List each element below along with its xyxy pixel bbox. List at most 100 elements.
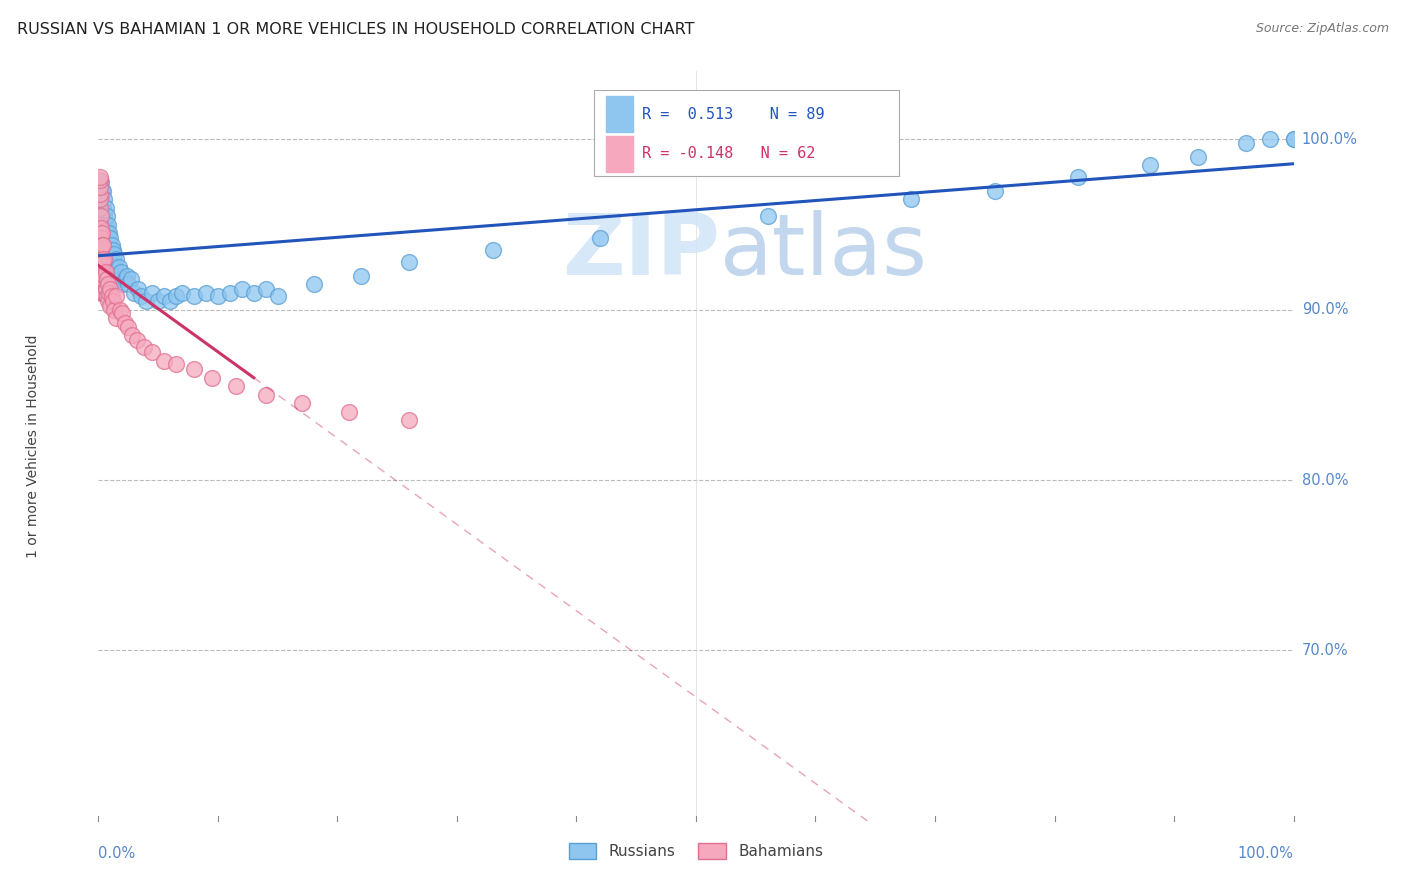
Point — [90, 231, 112, 245]
Point — [291, 396, 314, 410]
Point — [94, 265, 117, 279]
Point — [90, 243, 112, 257]
Point — [481, 243, 505, 257]
Point — [107, 260, 129, 275]
Point — [98, 238, 121, 252]
Point — [756, 209, 779, 223]
Point — [103, 246, 125, 260]
Point — [97, 252, 120, 266]
Point — [90, 218, 112, 232]
Point — [108, 302, 131, 317]
Point — [89, 192, 111, 206]
Point — [91, 218, 114, 232]
Point — [124, 285, 146, 300]
Point — [97, 218, 120, 232]
Text: 1 or more Vehicles in Household: 1 or more Vehicles in Household — [25, 334, 39, 558]
Point — [98, 252, 121, 266]
Point — [243, 285, 266, 300]
Point — [101, 243, 124, 257]
Point — [141, 285, 163, 300]
Point — [91, 201, 114, 215]
Text: 100.0%: 100.0% — [1237, 846, 1294, 861]
Point — [93, 235, 115, 249]
Point — [93, 285, 115, 300]
Point — [91, 252, 114, 266]
Point — [90, 175, 112, 189]
Point — [91, 272, 114, 286]
Text: 100.0%: 100.0% — [1302, 132, 1358, 147]
Point — [103, 260, 125, 275]
Point — [107, 268, 129, 283]
Point — [90, 285, 112, 300]
Point — [93, 218, 115, 232]
Point — [97, 235, 120, 249]
Point — [89, 192, 111, 206]
Point — [114, 317, 136, 331]
Point — [96, 235, 118, 249]
Point — [89, 243, 111, 257]
Point — [398, 255, 420, 269]
Point — [89, 209, 111, 223]
Point — [98, 299, 122, 313]
Point — [93, 252, 115, 266]
Point — [165, 357, 187, 371]
Point — [132, 340, 155, 354]
Point — [111, 277, 134, 292]
Point — [96, 272, 118, 286]
Text: Source: ZipAtlas.com: Source: ZipAtlas.com — [1256, 22, 1389, 36]
Point — [93, 252, 115, 266]
Point — [91, 265, 114, 279]
Point — [91, 184, 114, 198]
Point — [121, 328, 143, 343]
Point — [93, 268, 115, 283]
Point — [105, 289, 128, 303]
Point — [183, 362, 205, 376]
Point — [103, 302, 125, 317]
Point — [94, 218, 117, 232]
Point — [94, 201, 117, 215]
Point — [1187, 149, 1209, 163]
Point — [97, 294, 120, 309]
Point — [91, 285, 114, 300]
Point — [90, 265, 112, 279]
Point — [183, 289, 205, 303]
Point — [90, 192, 112, 206]
Point — [115, 268, 138, 283]
Text: 0.0%: 0.0% — [98, 846, 135, 861]
Point — [98, 231, 122, 245]
Point — [94, 243, 117, 257]
Point — [398, 413, 420, 427]
Point — [91, 201, 114, 215]
Point — [91, 218, 114, 232]
Point — [225, 379, 247, 393]
Point — [231, 282, 253, 296]
Point — [165, 289, 187, 303]
Point — [98, 226, 121, 240]
Text: 90.0%: 90.0% — [1302, 302, 1348, 318]
Point — [1139, 158, 1161, 172]
Point — [89, 180, 111, 194]
Point — [172, 285, 194, 300]
Point — [91, 226, 114, 240]
Point — [135, 294, 157, 309]
Bar — [606, 96, 633, 132]
Text: ZIP: ZIP — [562, 210, 720, 293]
Point — [89, 169, 111, 184]
Point — [100, 238, 122, 252]
Point — [96, 289, 118, 303]
Point — [91, 184, 114, 198]
Point — [589, 231, 612, 245]
Point — [117, 319, 139, 334]
Point — [90, 255, 112, 269]
Text: R = -0.148   N = 62: R = -0.148 N = 62 — [643, 146, 815, 161]
Point — [96, 209, 118, 223]
Point — [105, 265, 128, 279]
Point — [98, 255, 122, 269]
Point — [111, 306, 134, 320]
Point — [93, 192, 115, 206]
Point — [89, 235, 111, 249]
Point — [267, 289, 290, 303]
Point — [89, 186, 111, 201]
Point — [105, 252, 128, 266]
Point — [339, 405, 361, 419]
